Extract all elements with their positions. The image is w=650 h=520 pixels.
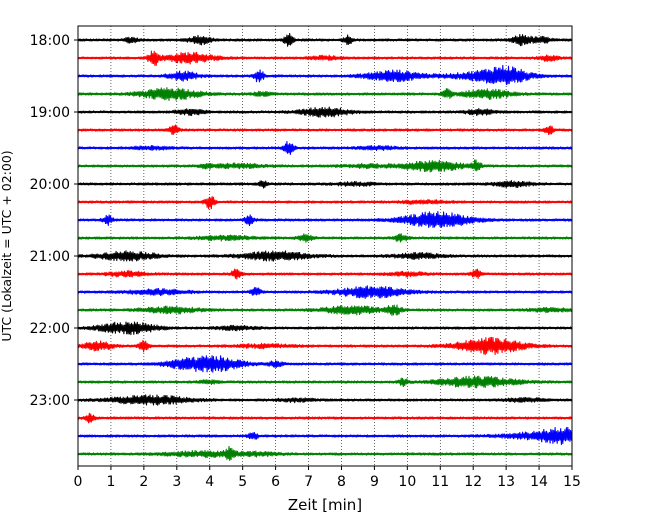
y-tick-label: 21:00 (30, 249, 70, 265)
x-tick-label: 9 (370, 474, 379, 490)
seismogram-traces (77, 32, 573, 461)
x-tick-label: 4 (205, 474, 214, 490)
x-axis-ticks: 0 1 2 3 4 5 6 7 8 9 10 11 12 13 14 15 (74, 466, 581, 490)
x-tick-label: 3 (172, 474, 181, 490)
x-tick-label: 11 (431, 474, 449, 490)
x-tick-label: 8 (337, 474, 346, 490)
x-tick-label: 7 (304, 474, 313, 490)
vertical-grid (110, 26, 540, 466)
x-tick-label: 14 (530, 474, 548, 490)
y-axis-label: UTC (Lokalzeit = UTC + 02:00) (0, 150, 14, 341)
y-tick-label: 19:00 (30, 105, 70, 121)
y-tick-label: 20:00 (30, 177, 70, 193)
y-tick-label: 22:00 (30, 321, 70, 337)
plot-frame (77, 25, 573, 467)
x-axis-label: Zeit [min] (288, 496, 362, 514)
x-tick-label: 5 (238, 474, 247, 490)
x-tick-label: 6 (271, 474, 280, 490)
x-tick-label: 1 (106, 474, 115, 490)
x-tick-label: 0 (74, 474, 83, 490)
x-tick-label: 13 (497, 474, 515, 490)
x-tick-label: 15 (563, 474, 581, 490)
x-tick-label: 2 (139, 474, 148, 490)
y-tick-label: 18:00 (30, 33, 70, 49)
y-axis-ticks: 18:00 19:00 20:00 21:00 22:00 23:00 (30, 33, 78, 409)
x-tick-label: 12 (464, 474, 482, 490)
y-tick-label: 23:00 (30, 393, 70, 409)
x-tick-label: 10 (398, 474, 416, 490)
